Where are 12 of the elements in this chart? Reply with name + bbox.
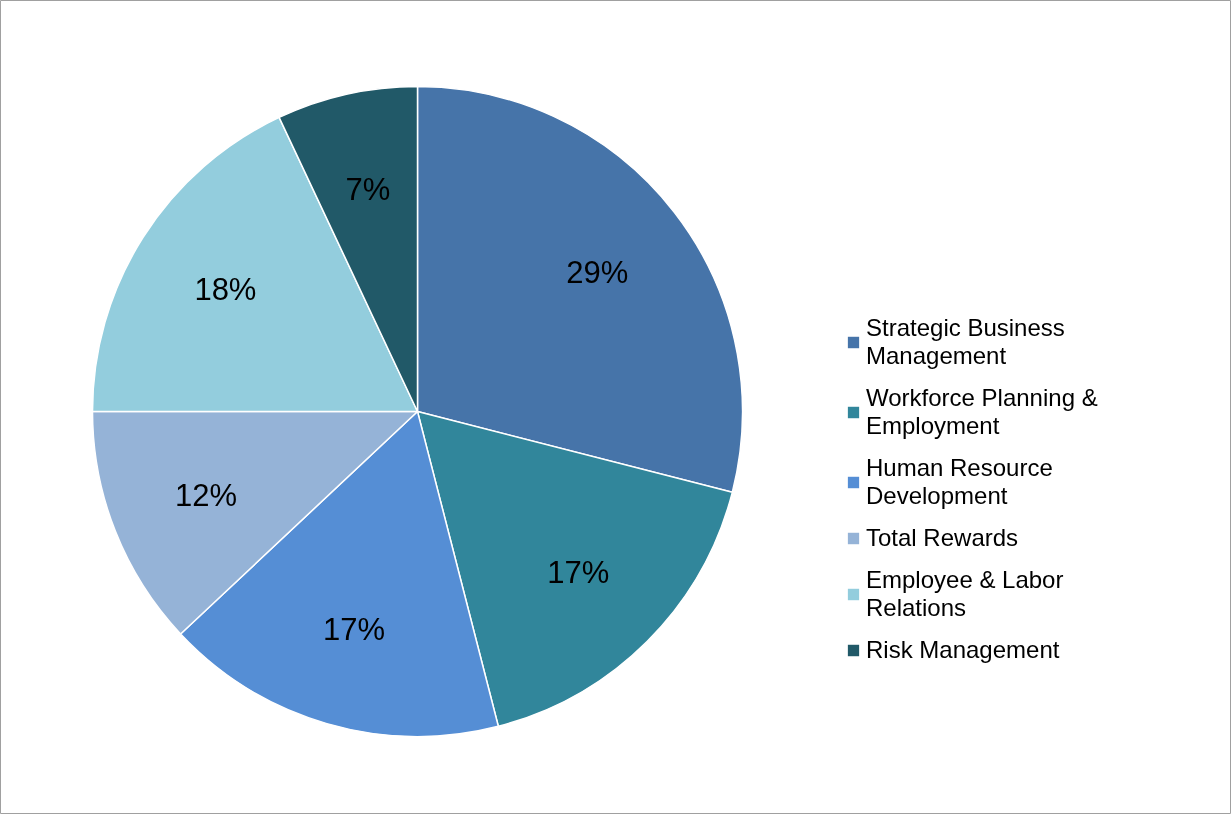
data-label: 18% [194,272,257,308]
legend-label: Employee & Labor Relations [866,566,1064,622]
data-label: 12% [174,477,237,513]
data-label: 17% [547,554,610,590]
legend-label: Strategic Business Management [866,314,1065,370]
legend-label: Total Rewards [866,524,1019,552]
data-label: 29% [566,254,629,290]
data-label: 7% [345,171,391,207]
legend-label: Risk Management [866,636,1060,664]
data-label: 17% [323,612,386,648]
legend-label: Human Resource Development [866,454,1053,510]
legend-label: Workforce Planning & Employment [866,384,1098,440]
